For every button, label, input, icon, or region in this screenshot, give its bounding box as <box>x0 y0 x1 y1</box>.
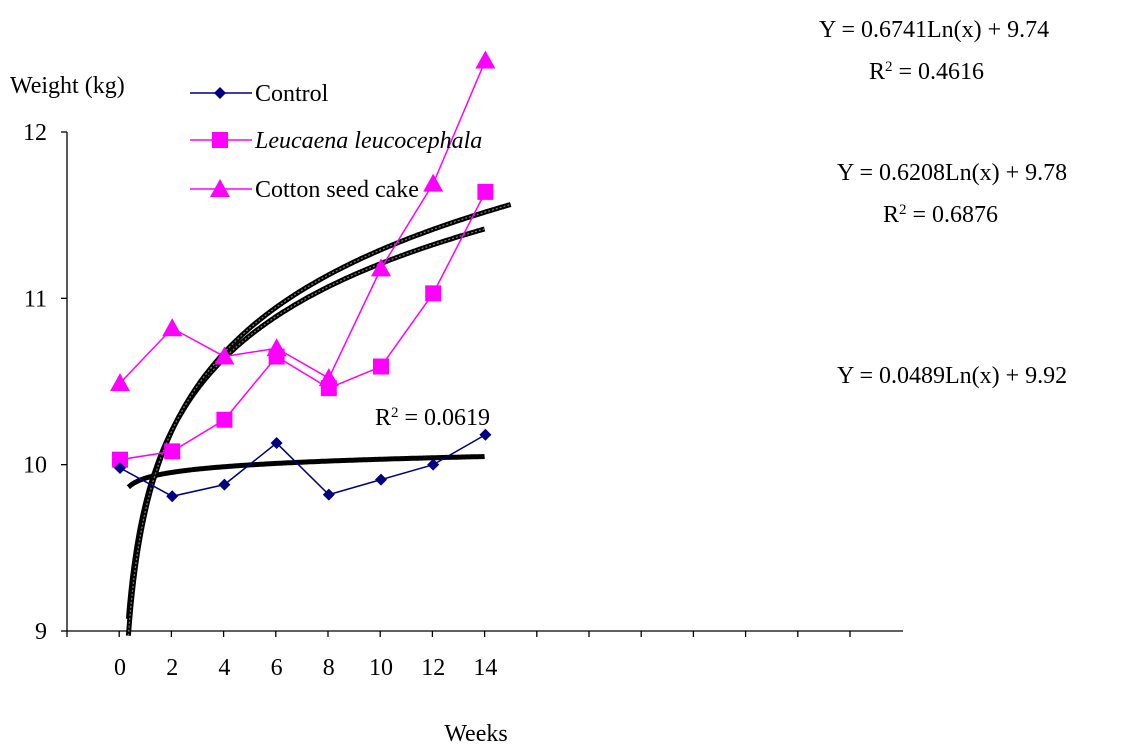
series-0-point <box>375 473 387 486</box>
series-1-point <box>112 451 128 468</box>
trendline-equation: Y = 0.6741Ln(x) + 9.74 <box>819 17 1049 43</box>
series-1-point <box>425 285 442 302</box>
series-line-1 <box>119 191 487 461</box>
trendline-r2: R2 = 0.0619 <box>375 405 490 431</box>
x-axis-label: Weeks <box>444 721 507 747</box>
series-0-point <box>218 478 231 491</box>
series-2-point <box>371 258 391 277</box>
axes: 9 10 11 12 0 2 4 6 8 10 12 14 <box>23 120 903 681</box>
series-1-point <box>216 411 233 428</box>
trendline-r2: R2 = 0.6876 <box>883 202 998 228</box>
y-tick-label: 12 <box>23 120 47 146</box>
series-2-point <box>110 373 130 392</box>
legend-label: Leucaena leucocephala <box>254 128 482 154</box>
series-0-point <box>166 490 179 503</box>
legend-marker <box>214 87 226 99</box>
legend-label: Cotton seed cake <box>255 177 419 203</box>
series-1-point <box>164 443 181 460</box>
x-tick-label: 2 <box>166 655 178 681</box>
x-tick-label: 0 <box>114 655 126 681</box>
x-tick-label: 12 <box>421 655 445 681</box>
trendline-equations: Y = 0.0489Ln(x) + 9.92 R2 = 0.0619 Y = 0.6… <box>375 17 1067 431</box>
series-2-point <box>162 318 183 337</box>
trendline-texture-2 <box>127 203 511 636</box>
trendline-r2: R2 = 0.4616 <box>869 59 984 85</box>
x-tick-label: 6 <box>271 655 283 681</box>
y-axis-label: Weight (kg) <box>10 73 125 99</box>
series-2-point <box>475 50 496 69</box>
trendline-equation: Y = 0.6208Ln(x) + 9.78 <box>837 160 1067 186</box>
legend-label: Control <box>255 81 329 107</box>
data-series <box>110 50 496 503</box>
series-1-point <box>373 358 389 375</box>
series-2-point <box>214 346 235 365</box>
series-line-2 <box>119 60 487 384</box>
legend: Control Leucaena leucocephala Cotton seed … <box>190 81 482 203</box>
series-2-point <box>423 173 444 192</box>
trendline-0 <box>126 454 485 490</box>
trendlines <box>125 202 512 636</box>
series-2-point <box>266 338 287 357</box>
series-0-point <box>427 458 440 471</box>
series-0-point <box>479 428 492 441</box>
legend-marker <box>212 132 228 148</box>
series-0-point <box>114 461 126 474</box>
legend-marker <box>210 179 230 197</box>
y-tick-label: 11 <box>24 286 47 312</box>
x-tick-label: 4 <box>218 655 230 681</box>
series-0-point <box>270 437 283 450</box>
y-tick-label: 10 <box>23 453 47 479</box>
x-tick-label: 14 <box>473 655 497 681</box>
series-line-0 <box>119 434 486 498</box>
x-tick-label: 10 <box>369 655 393 681</box>
trendline-equation: Y = 0.0489Ln(x) + 9.92 <box>837 363 1067 389</box>
x-tick-label: 8 <box>323 655 335 681</box>
series-2-point <box>318 368 339 387</box>
series-0-point <box>322 488 335 501</box>
y-tick-label: 9 <box>35 619 47 645</box>
series-1-point <box>477 183 494 200</box>
